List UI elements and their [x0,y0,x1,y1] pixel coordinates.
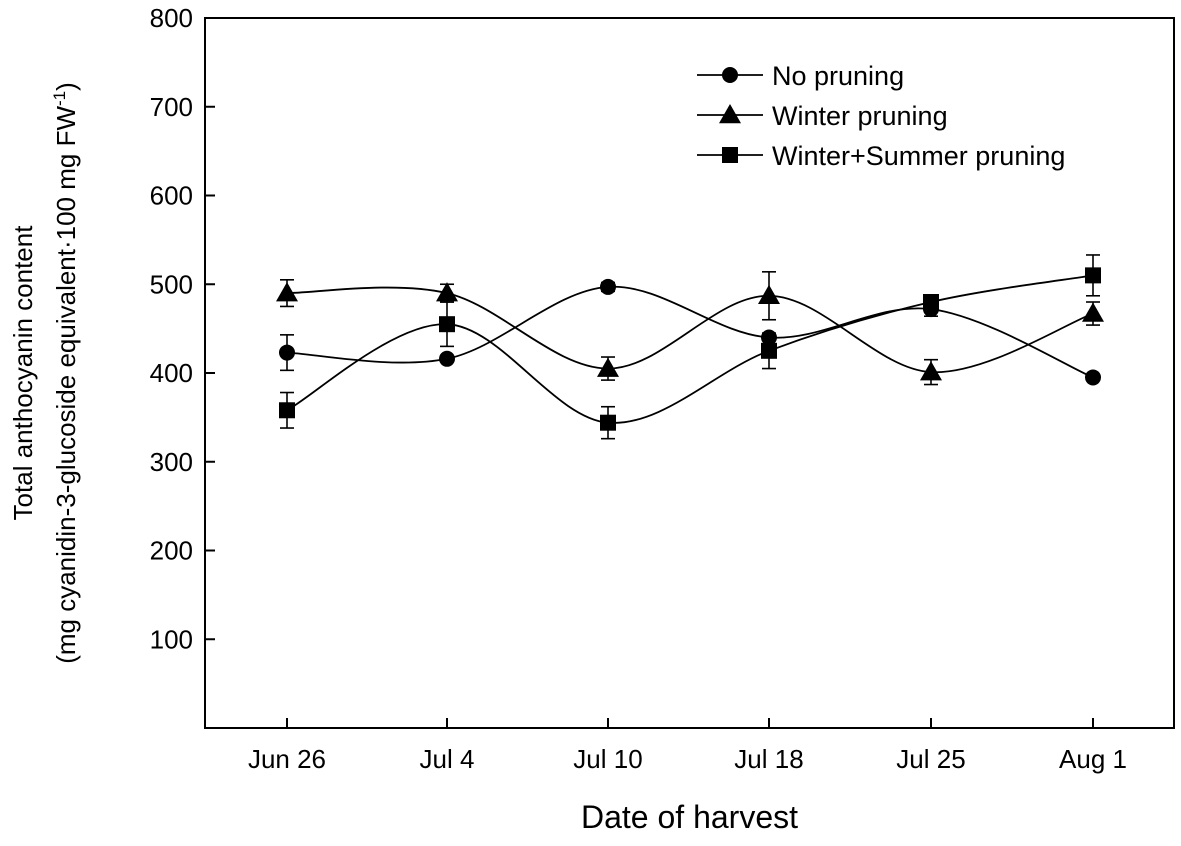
data-point-triangle [436,282,458,302]
y-tick-label: 300 [150,447,193,477]
y-tick-label: 600 [150,181,193,211]
data-point-circle [1085,369,1101,386]
y-axis-title-line-2: (mg cyanidin-3-glucoside equivalent·100 … [50,82,81,664]
data-point-triangle [276,282,298,302]
legend-item: Winter+Summer pruning [697,141,1065,171]
y-axis-title-line-1: Total anthocyanin content [8,225,38,521]
y-axis-title-closing: ) [51,82,81,91]
data-point-square [761,342,777,359]
y-axis: 100 200 300 400 500 600 700 800 [150,3,215,654]
series-triangle [276,271,1104,386]
legend-item: No pruning [697,61,904,91]
data-point-square [439,316,455,333]
data-point-circle [600,278,616,295]
y-tick-label: 400 [150,358,193,388]
x-axis: Jun 26 Jul 4 Jul 10 Jul 18 Jul 25 Aug 1 [248,718,1127,774]
y-tick-label: 700 [150,92,193,122]
plot-area-frame [204,17,1175,729]
legend-marker-triangle [719,104,741,124]
y-tick-label: 800 [150,3,193,33]
data-point-square [279,402,295,419]
y-axis-title-superscript: -1 [50,91,69,106]
x-tick-label: Jul 25 [896,744,965,774]
series-layer [276,254,1104,440]
legend-marker-square [722,147,738,163]
y-axis-title: Total anthocyanin content (mg cyanidin-3… [8,82,81,664]
data-point-triangle [1082,302,1104,322]
x-tick-label: Jul 18 [734,744,803,774]
data-point-square [1085,267,1101,284]
legend-marker-circle [722,67,738,83]
series-line [286,274,1094,424]
series-circle [279,278,1101,386]
x-tick-label: Aug 1 [1059,744,1127,774]
y-axis-title-unit: (mg cyanidin-3-glucoside equivalent·100 … [51,106,81,664]
x-tick-label: Jul 4 [420,744,475,774]
y-tick-label: 200 [150,536,193,566]
series-line [286,286,1094,379]
data-point-circle [279,344,295,361]
data-point-circle [439,350,455,367]
x-tick-label: Jul 10 [573,744,642,774]
data-point-triangle [597,357,619,377]
x-tick-label: Jun 26 [248,744,326,774]
y-tick-label: 500 [150,269,193,299]
data-point-square [600,414,616,431]
series-line [286,286,1094,374]
y-tick-label: 100 [150,624,193,654]
legend-label: No pruning [772,61,904,91]
data-point-triangle [920,361,942,381]
legend-item: Winter pruning [697,101,948,131]
legend-label: Winter+Summer pruning [772,141,1065,171]
legend-label: Winter pruning [772,101,948,131]
legend: No pruning Winter pruning Winter+Summer pr… [697,61,1065,171]
data-point-triangle [758,284,780,305]
series-square [279,254,1101,440]
data-point-square [923,294,939,310]
x-axis-title: Date of harvest [581,799,798,835]
